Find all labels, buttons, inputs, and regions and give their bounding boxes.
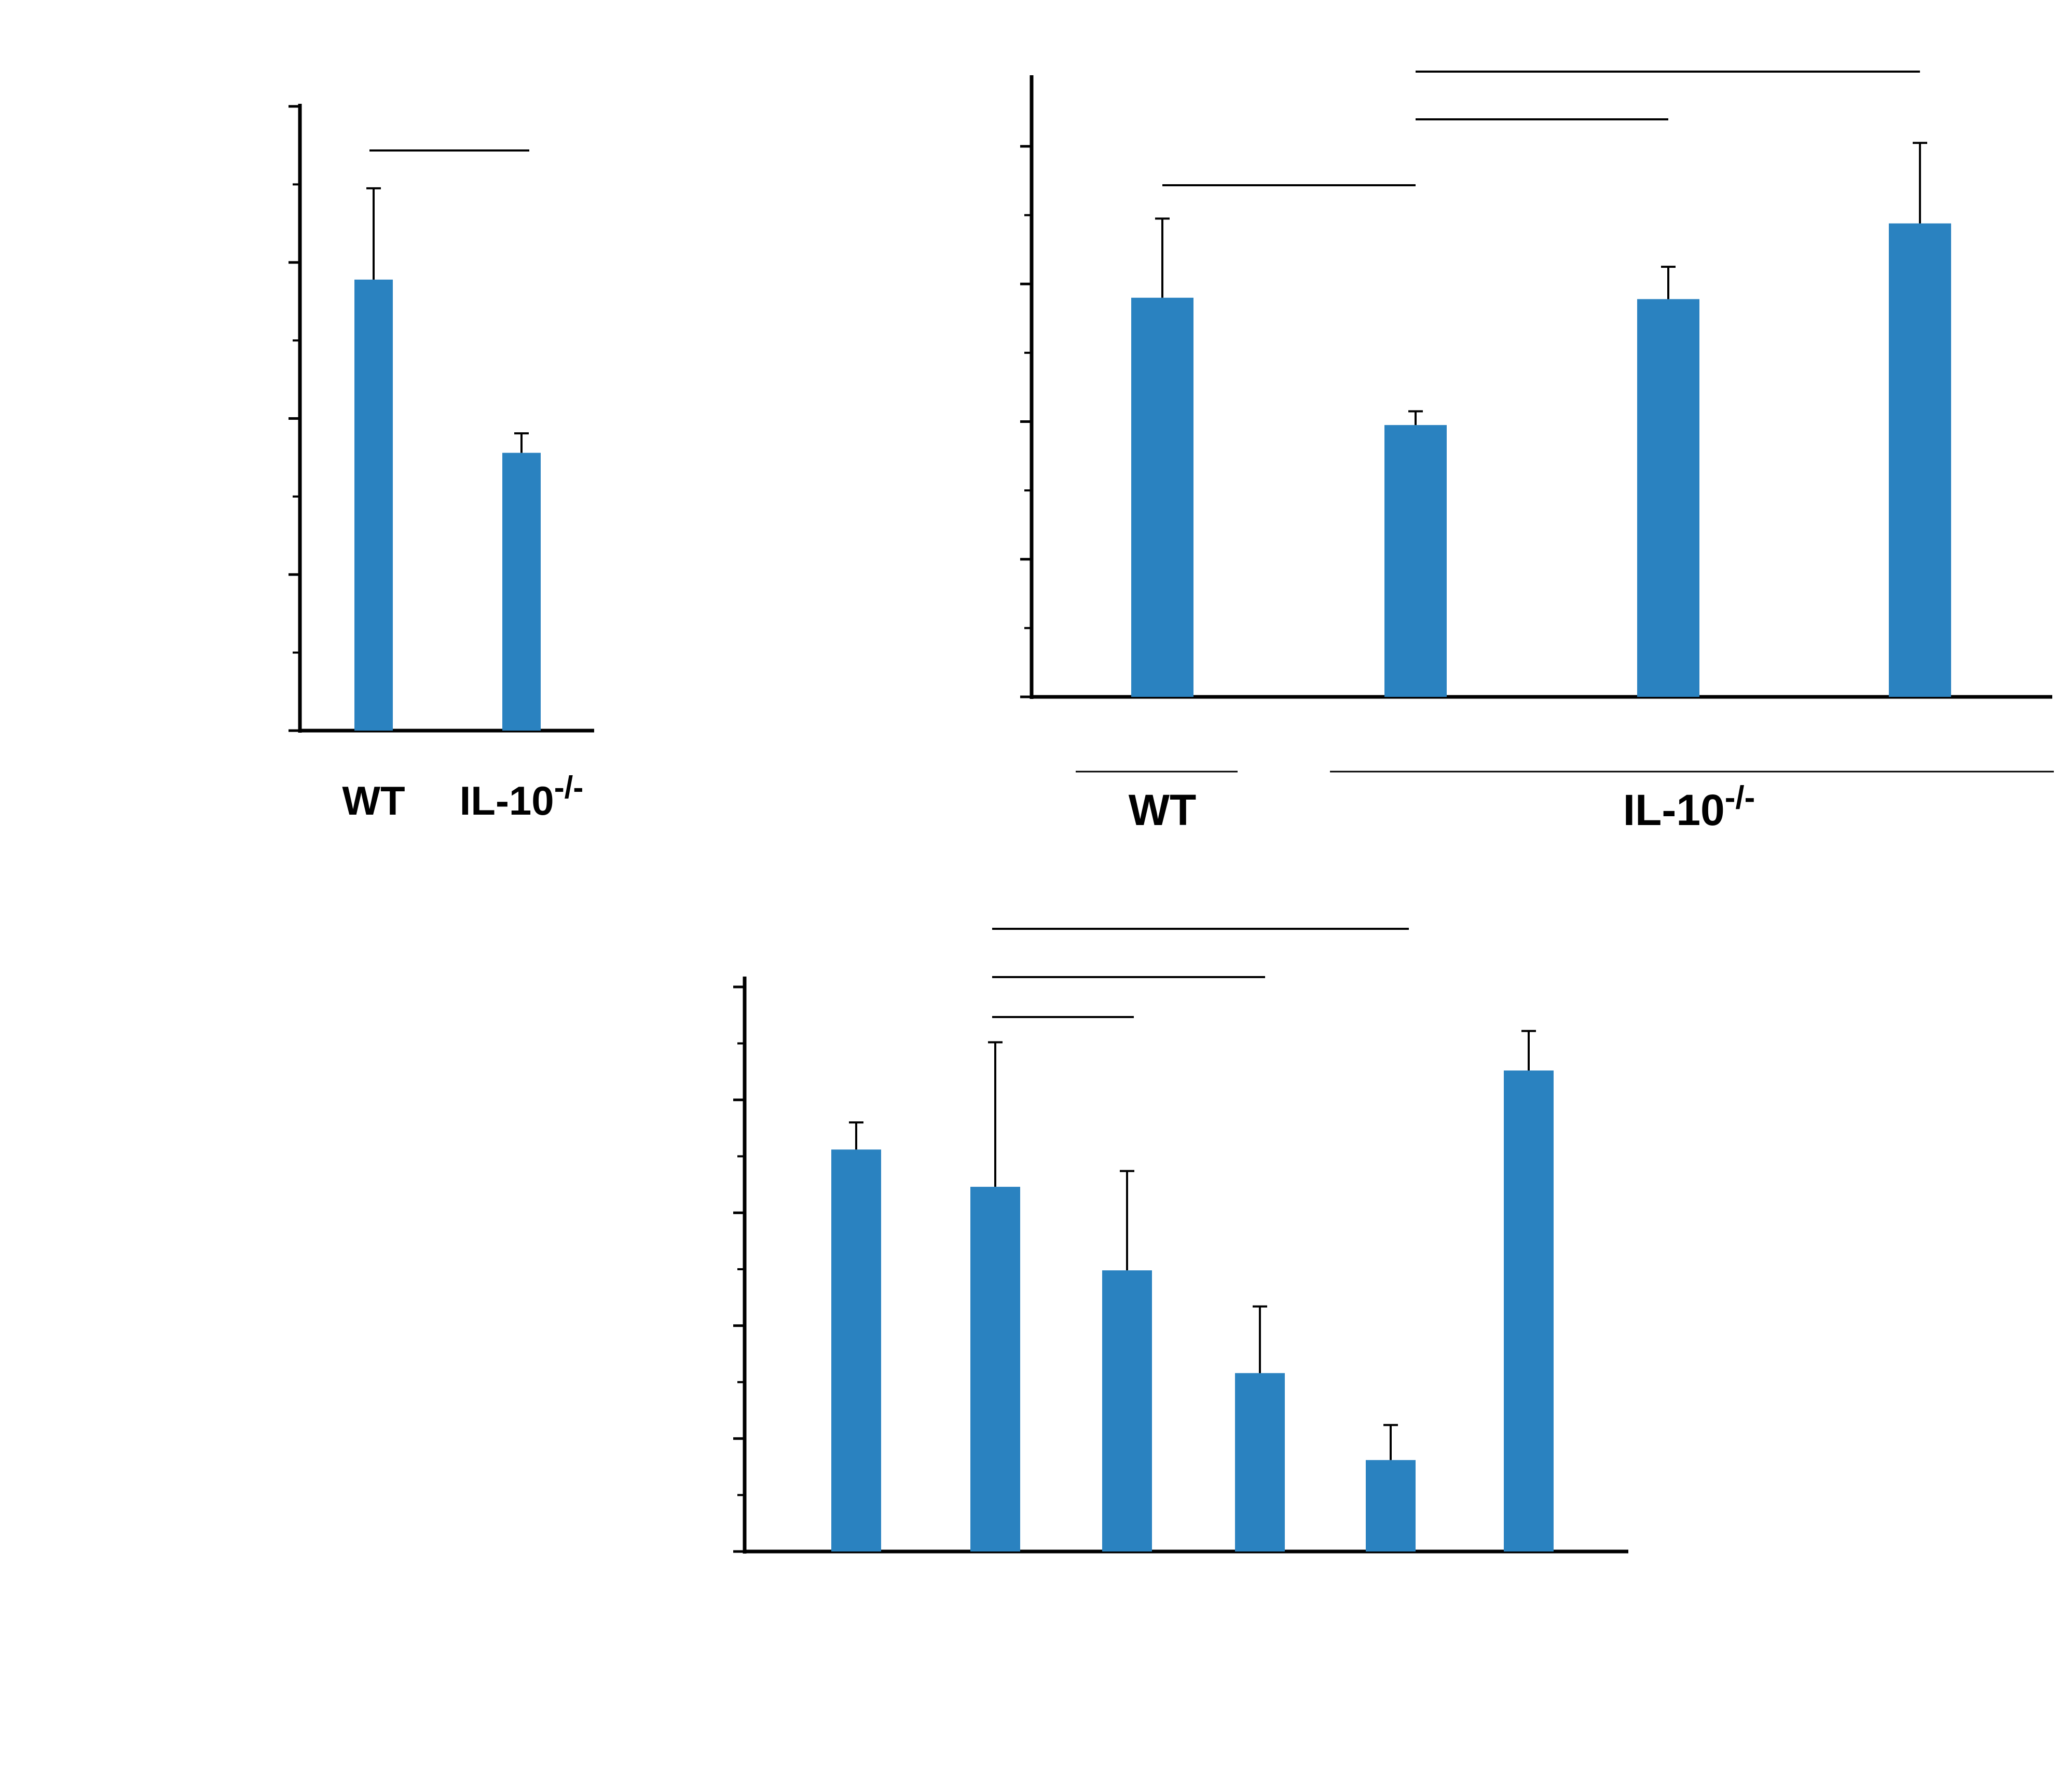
group-label: IL-10-/- [1623,780,1755,834]
bar [502,452,541,731]
bar [1637,299,1699,697]
bar [1384,425,1447,697]
bar [970,1187,1020,1551]
panel-b: WT IL-10-/- [1020,71,2054,834]
bar [1235,1373,1285,1551]
x-tick-label: IL-10-/- [460,770,584,823]
bar [1131,297,1193,697]
group-label-superscript: -/- [1725,780,1755,816]
group-label-main: IL-10 [1623,786,1725,834]
panel-c [733,928,1628,1554]
x-tick-label-main: IL-10 [460,778,554,823]
x-tick-label-main: WT [342,778,405,823]
bar [1102,1270,1152,1551]
bar [831,1149,881,1551]
bar [1366,1460,1416,1551]
bar [1889,223,1951,697]
bar [354,279,393,731]
bar [1504,1070,1554,1551]
x-tick-label-superscript: -/- [554,770,584,805]
group-label-main: WT [1129,786,1197,834]
panel-a: WT IL-10-/- [289,104,594,823]
x-tick-label: WT [342,778,405,823]
group-label: WT [1129,786,1197,834]
